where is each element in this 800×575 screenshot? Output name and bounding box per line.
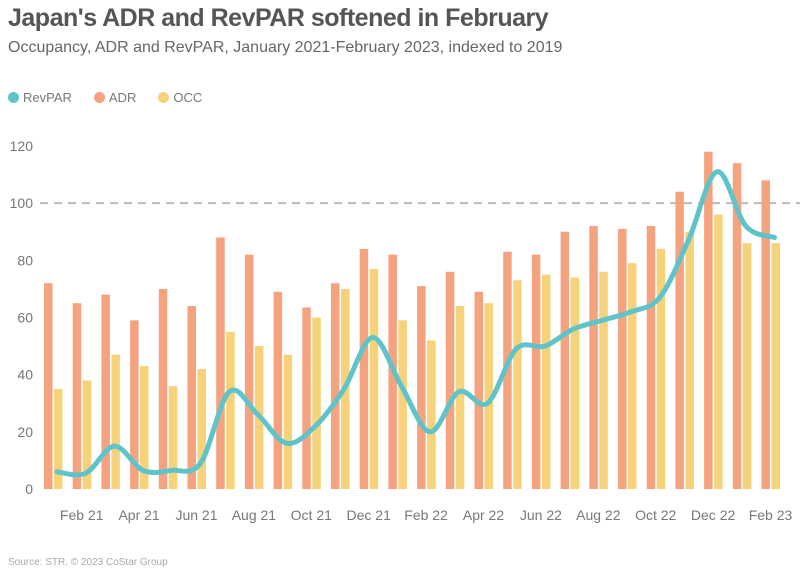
occ-bar	[541, 274, 551, 489]
x-tick-label: Feb 21	[60, 507, 104, 523]
revpar-dot-icon	[8, 92, 19, 103]
adr-bar	[44, 283, 53, 489]
x-tick-label: Jun 21	[175, 507, 217, 523]
x-tick-label: Aug 21	[232, 507, 277, 523]
adr-bar	[474, 291, 483, 489]
adr-bar	[187, 306, 196, 489]
adr-bar	[72, 303, 82, 489]
occ-bar	[513, 280, 522, 489]
occ-bar	[168, 386, 178, 489]
adr-bar	[417, 286, 426, 489]
x-tick-label: Oct 21	[291, 507, 332, 523]
legend-item-revpar[interactable]: RevPAR	[8, 90, 72, 105]
adr-bar	[331, 283, 340, 489]
occ-bar	[312, 317, 321, 489]
legend-label: RevPAR	[23, 90, 72, 105]
adr-bar	[244, 254, 254, 489]
chart-subtitle: Occupancy, ADR and RevPAR, January 2021-…	[8, 39, 563, 56]
adr-bar	[273, 291, 283, 489]
occ-bar	[570, 277, 580, 489]
adr-bar	[589, 226, 598, 490]
revpar-line	[54, 169, 777, 478]
x-tick-label: Oct 22	[635, 507, 676, 523]
occ-bar	[54, 388, 63, 489]
y-tick-label: 20	[17, 424, 33, 440]
occ-bar	[226, 331, 235, 489]
occ-bar	[484, 303, 493, 489]
x-tick-label: Feb 22	[404, 507, 448, 523]
occ-dot-icon	[158, 92, 170, 103]
adr-bar	[130, 320, 139, 489]
occ-bar	[398, 320, 407, 489]
legend-item-adr[interactable]: ADR	[93, 90, 137, 105]
x-tick-label: Dec 21	[347, 507, 392, 523]
occ-bar	[283, 354, 293, 489]
legend: RevPAR ADR OCC	[8, 90, 202, 105]
occ-bar	[714, 214, 723, 489]
adr-bar	[503, 251, 512, 489]
y-tick-label: 80	[17, 252, 33, 268]
occ-bar	[742, 243, 752, 489]
adr-bar	[618, 228, 627, 489]
occ-bar	[656, 248, 666, 489]
y-tick-label: 60	[17, 310, 33, 326]
legend-label: OCC	[173, 90, 203, 105]
occ-bar	[427, 340, 436, 489]
occ-bar	[455, 306, 465, 489]
adr-bar	[704, 151, 713, 489]
occ-bar	[111, 354, 120, 489]
adr-bar	[158, 288, 168, 489]
source-note: Source: STR. © 2023 CoStar Group	[8, 557, 168, 568]
occ-bar	[771, 243, 780, 489]
adr-bar	[302, 307, 311, 489]
occ-bar	[628, 263, 637, 489]
adr-bar	[359, 248, 369, 489]
y-tick-label: 100	[10, 195, 34, 211]
y-tick-label: 40	[17, 367, 33, 383]
occ-bar	[685, 231, 694, 489]
adr-bar	[101, 294, 110, 489]
adr-bar	[761, 180, 770, 490]
adr-bar	[216, 237, 225, 489]
x-tick-label: Apr 22	[463, 507, 504, 523]
occ-bar	[599, 271, 608, 489]
x-tick-label: Apr 21	[118, 507, 159, 523]
chart-title: Japan's ADR and RevPAR softened in Febru…	[8, 4, 549, 32]
legend-item-occ[interactable]: OCC	[158, 90, 202, 105]
occ-bar	[140, 366, 149, 489]
legend-label: ADR	[108, 90, 137, 105]
occ-bar	[197, 368, 206, 489]
x-tick-label: Aug 22	[576, 507, 621, 523]
adr-bar	[560, 231, 570, 489]
adr-bar	[531, 254, 541, 489]
adr-dot-icon	[93, 92, 105, 103]
adr-bar	[732, 163, 742, 489]
x-tick-label: Dec 22	[691, 507, 736, 523]
y-tick-label: 0	[25, 481, 33, 497]
occ-bar	[82, 380, 92, 489]
occ-bar	[369, 268, 379, 489]
adr-bar	[445, 271, 455, 489]
adr-bar	[675, 191, 684, 489]
y-tick-label: 120	[10, 138, 34, 154]
adr-bar	[646, 226, 656, 490]
x-tick-label: Feb 23	[749, 507, 793, 523]
x-tick-label: Jun 22	[520, 507, 562, 523]
